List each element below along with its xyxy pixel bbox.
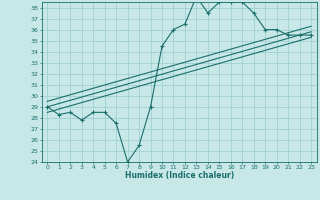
X-axis label: Humidex (Indice chaleur): Humidex (Indice chaleur) — [124, 171, 234, 180]
